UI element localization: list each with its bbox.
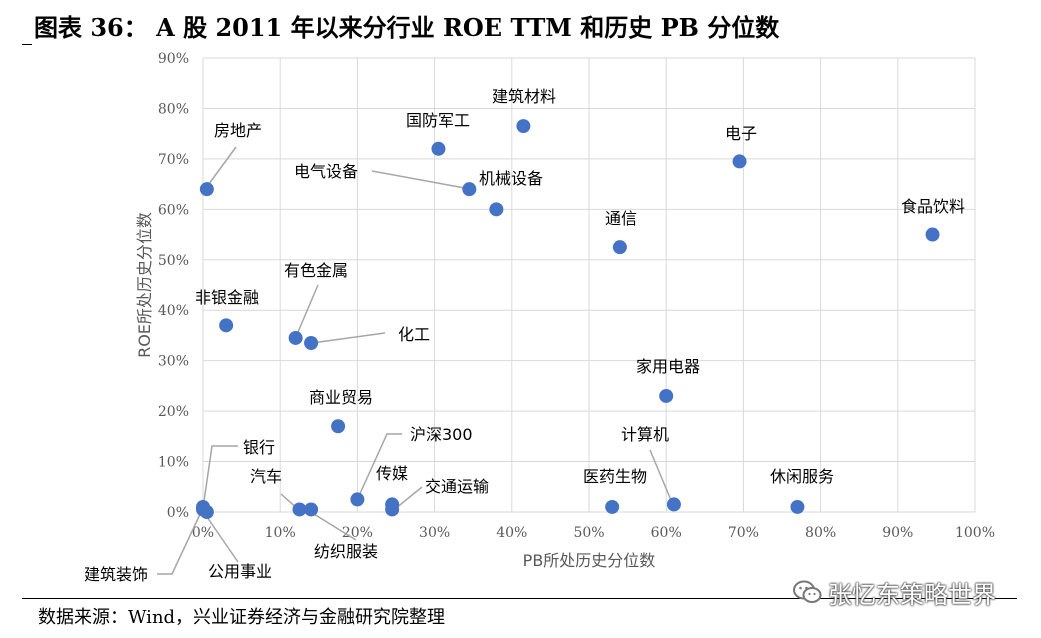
- x-tick-label: 50%: [573, 525, 604, 541]
- data-point: [219, 318, 234, 333]
- data-point: [489, 202, 504, 217]
- data-label: 交通运输: [425, 477, 489, 496]
- leader-line: [294, 284, 319, 340]
- data-label: 商业贸易: [309, 388, 373, 407]
- leader-line: [311, 332, 386, 344]
- watermark-text: 张忆东策略世界: [828, 580, 996, 609]
- data-point: [659, 388, 674, 403]
- data-label: 公用事业: [208, 562, 272, 581]
- title-rule: [22, 44, 32, 45]
- data-point: [431, 141, 446, 156]
- y-tick-label: 40%: [158, 303, 189, 319]
- y-tick-label: 10%: [158, 455, 189, 471]
- data-point: [331, 419, 346, 434]
- data-point: [925, 227, 940, 242]
- data-label: 电气设备: [294, 162, 358, 181]
- data-label: 化工: [398, 325, 430, 344]
- watermark: 张忆东策略世界: [792, 576, 996, 609]
- data-point: [304, 336, 319, 351]
- y-tick-label: 30%: [158, 354, 189, 370]
- chart-title: 图表 36： A 股 2011 年以来分行业 ROE TTM 和历史 PB 分位…: [34, 13, 780, 42]
- leader-lines: [157, 146, 674, 575]
- data-points: [196, 119, 940, 519]
- data-point: [292, 502, 307, 517]
- x-tick-label: 70%: [728, 525, 759, 541]
- data-label: 纺织服装: [314, 542, 378, 561]
- data-label: 休闲服务: [770, 467, 834, 486]
- scatter-chart: 0% 10% 20% 30% 40% 50% 60% 70% 80% 90% 100% 0% 10% 20…: [84, 51, 995, 584]
- data-label: 机械设备: [479, 169, 543, 188]
- y-tick-label: 60%: [158, 202, 189, 218]
- data-label: 建筑装饰: [84, 565, 148, 584]
- wechat-logo-icon: [793, 580, 822, 603]
- data-point: [304, 502, 319, 517]
- x-tick-label: 0%: [192, 525, 214, 541]
- data-label: 食品饮料: [901, 197, 965, 216]
- y-tick-label: 50%: [158, 253, 189, 269]
- data-label: 有色金属: [284, 261, 348, 280]
- data-label: 沪深300: [410, 425, 473, 444]
- leader-line: [394, 486, 423, 510]
- data-point: [462, 182, 477, 197]
- data-label: 家用电器: [636, 357, 700, 376]
- leader-line: [202, 445, 238, 509]
- x-tick-label: 100%: [955, 525, 995, 541]
- x-tick-label: 80%: [805, 525, 836, 541]
- data-point: [732, 154, 747, 169]
- data-label: 传媒: [376, 464, 408, 483]
- x-tick-label: 40%: [496, 525, 527, 541]
- y-tick-label: 90%: [158, 51, 189, 67]
- data-point: [199, 505, 214, 519]
- y-tick-label: 80%: [158, 101, 189, 117]
- footer-rule: [22, 598, 1017, 599]
- data-point: [790, 499, 805, 514]
- data-label: 非银金融: [195, 288, 259, 307]
- x-tick-label: 60%: [651, 525, 682, 541]
- leader-line: [357, 433, 402, 499]
- y-axis-label: ROE所处历史分位数: [135, 212, 154, 358]
- leader-line: [371, 170, 471, 190]
- data-label: 计算机: [621, 425, 669, 444]
- grid-lines: [202, 57, 976, 513]
- data-label: 房地产: [214, 121, 262, 140]
- data-point: [605, 499, 620, 514]
- x-axis-label: PB所处历史分位数: [523, 551, 656, 570]
- data-label: 医药生物: [583, 467, 647, 486]
- x-tick-label: 20%: [342, 525, 373, 541]
- x-tick-label: 10%: [265, 525, 296, 541]
- data-point: [666, 497, 681, 512]
- source-note: 数据来源：Wind，兴业证券经济与金融研究院整理: [38, 607, 446, 628]
- x-tick-label: 90%: [882, 525, 913, 541]
- leader-line: [205, 146, 237, 189]
- data-point: [385, 502, 400, 517]
- leader-line: [308, 510, 357, 541]
- x-tick-label: 30%: [419, 525, 450, 541]
- data-point: [516, 119, 531, 134]
- y-tick-label: 70%: [158, 152, 189, 168]
- data-point: [199, 182, 214, 197]
- data-label: 电子: [725, 124, 757, 143]
- data-label: 通信: [605, 209, 637, 228]
- data-label: 国防军工: [406, 111, 470, 130]
- y-tick-label: 0%: [167, 505, 189, 521]
- axis-tick-labels: 0% 10% 20% 30% 40% 50% 60% 70% 80% 90% 100% 0% 10% 20…: [158, 51, 995, 541]
- data-point: [350, 492, 365, 507]
- data-label: 汽车: [250, 467, 282, 486]
- leader-line: [157, 509, 203, 575]
- data-point: [612, 240, 627, 255]
- leader-line: [649, 449, 674, 506]
- data-label: 建筑材料: [492, 87, 556, 106]
- data-point: [288, 330, 303, 345]
- leader-line: [206, 516, 239, 563]
- y-tick-label: 20%: [158, 404, 189, 420]
- data-label: 银行: [243, 438, 275, 457]
